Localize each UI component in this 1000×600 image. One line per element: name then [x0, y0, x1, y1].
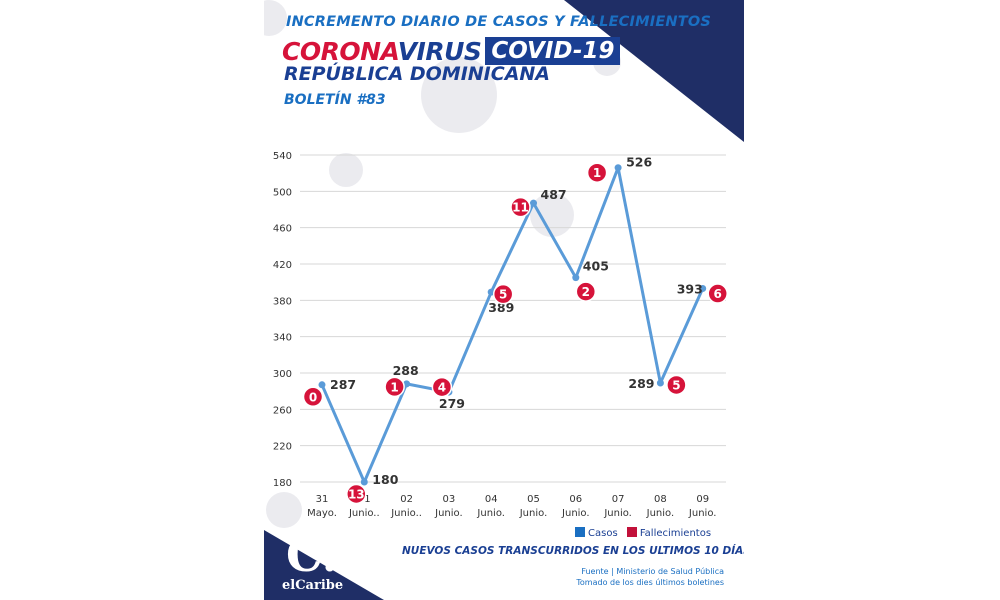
x-tick-label: 31: [316, 494, 329, 505]
y-tick-label: 380: [273, 296, 292, 307]
casos-point: [656, 379, 664, 387]
fallecimientos-value-label: 6: [714, 287, 722, 301]
x-tick-sublabel: Junio..: [348, 508, 380, 519]
x-tick-sublabel: Junio.: [519, 508, 548, 519]
y-tick-label: 460: [273, 224, 292, 235]
legend-label-casos: Casos: [588, 528, 618, 539]
x-tick-sublabel: Junio.: [688, 508, 717, 519]
casos-line: [320, 166, 705, 484]
title-line: INCREMENTO DIARIO DE CASOS Y FALLECIMIEN…: [286, 14, 712, 30]
casos-point: [572, 274, 580, 282]
fallecimientos-value-label: 4: [438, 381, 446, 395]
casos-value-label: 393: [677, 282, 703, 297]
fallecimientos-value-label: 0: [309, 390, 317, 404]
x-tick-label: 05: [527, 494, 540, 505]
source-line-1: Fuente | Ministerio de Salud Pública: [581, 567, 724, 576]
fallecimientos-value-label: 11: [512, 201, 529, 215]
fallecimientos-badge: [575, 281, 597, 302]
fallecimientos-value-label: 5: [499, 288, 507, 302]
y-tick-label: 260: [273, 405, 292, 416]
brand-virus: VIRUS: [397, 37, 482, 66]
legend-item-casos: Casos: [575, 527, 618, 539]
y-tick-label: 500: [273, 187, 292, 198]
casos-point: [360, 478, 368, 486]
x-tick-sublabel: Junio.: [561, 508, 590, 519]
fallecimientos-badge: [492, 283, 514, 305]
fallecimientos-value-label: 5: [672, 378, 680, 392]
casos-point: [403, 380, 411, 388]
x-tick-label: 06: [569, 494, 582, 505]
fallecimientos-badge: [431, 376, 453, 398]
casos-point: [699, 285, 707, 293]
x-tick-sublabel: Junio.: [476, 508, 505, 519]
fallecimientos-badge: [510, 196, 531, 218]
x-tick-sublabel: Junio..: [390, 508, 422, 519]
fallecimientos-badge: [666, 374, 687, 396]
legend-label-fallecimientos: Fallecimientos: [639, 528, 712, 539]
fallecimientos-badge: [302, 386, 324, 408]
fallecimientos-badge: [707, 283, 728, 304]
brand-covid: COVID-19: [485, 37, 621, 65]
x-tick-sublabel: Junio.: [434, 508, 463, 519]
x-tick-sublabel: Mayo.: [307, 508, 337, 519]
brand-corona: CORONA: [282, 37, 398, 66]
casos-point: [487, 288, 495, 296]
bulletin-number: BOLETÍN #83: [284, 92, 386, 108]
chart-legend: Casos Fallecimientos: [575, 527, 717, 539]
logo-mark: C.: [286, 528, 338, 582]
fallecimientos-badge: [586, 162, 608, 183]
casos-value-label: 288: [393, 363, 419, 378]
x-tick-label: 04: [485, 494, 498, 505]
casos-value-label: 487: [541, 187, 567, 202]
y-tick-label: 300: [273, 369, 292, 380]
casos-value-label: 389: [488, 300, 514, 315]
x-tick-label: 03: [443, 494, 456, 505]
casos-value-label: 180: [372, 472, 398, 487]
casos-point: [614, 164, 622, 172]
casos-point: [318, 381, 326, 389]
fallecimientos-value-label: 2: [582, 285, 590, 299]
line-chart: 18022026030034038042046050054031Mayo.01J…: [273, 151, 728, 519]
casos-value-label: 526: [626, 155, 652, 170]
logo-name: elCaribe: [282, 578, 344, 593]
fallecimientos-badge: [346, 483, 367, 505]
fallecimientos-value-label: 1: [593, 166, 601, 180]
x-tick-label: 07: [612, 494, 625, 505]
top-right-banner: [564, 0, 744, 142]
fallecimientos-value-label: 1: [390, 380, 398, 394]
casos-point: [530, 199, 537, 207]
casos-value-label: 287: [330, 377, 356, 392]
footer-note: NUEVOS CASOS TRANSCURRIDOS EN LOS ULTIMO…: [402, 545, 744, 557]
y-tick-label: 340: [273, 333, 292, 344]
casos-value-label: 405: [583, 259, 609, 274]
y-tick-label: 420: [273, 260, 292, 271]
y-tick-label: 540: [273, 151, 292, 162]
casos-value-label: 279: [439, 396, 465, 411]
country-title: REPÚBLICA DOMINICANA: [284, 63, 551, 85]
fallecimientos-badge: [384, 376, 405, 398]
x-tick-label: 09: [696, 494, 709, 505]
x-tick-label: 02: [400, 494, 413, 505]
x-tick-sublabel: Junio.: [646, 508, 675, 519]
infographic-card: INCREMENTO DIARIO DE CASOS Y FALLECIMIEN…: [264, 0, 744, 600]
casos-value-label: 289: [628, 376, 654, 391]
bottom-left-banner: [264, 530, 384, 600]
source-line-2: Tomado de los dies últimos boletines: [576, 578, 724, 587]
legend-item-fallecimientos: Fallecimientos: [626, 527, 712, 539]
x-tick-sublabel: Junio.: [603, 508, 632, 519]
fallecimientos-value-label: 13: [348, 488, 365, 502]
brand-title: CORONAVIRUS COVID-19: [282, 37, 621, 66]
y-tick-label: 220: [273, 442, 292, 453]
y-tick-label: 180: [273, 478, 292, 489]
source-text: Fuente | Ministerio de Salud Pública Tom…: [576, 566, 724, 588]
x-tick-label: 08: [654, 494, 667, 505]
